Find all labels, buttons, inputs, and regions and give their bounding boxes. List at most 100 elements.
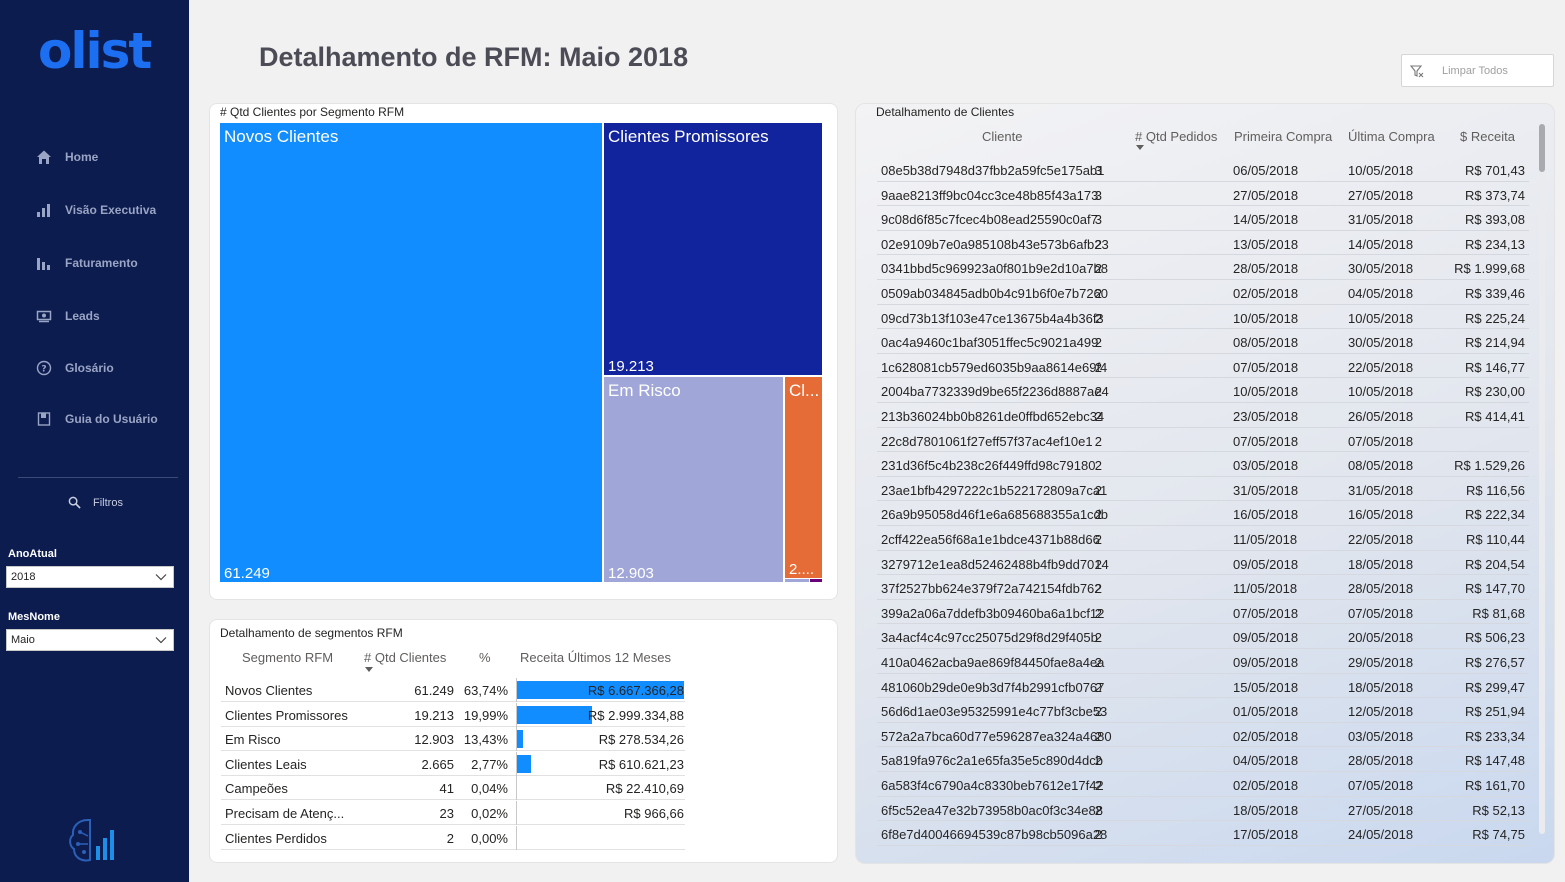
clear-all-button[interactable]: Limpar Todos (1401, 54, 1554, 87)
client-row[interactable]: 5a819fa976c2a1e65fa35e5c890d4dcb 2 04/05/2… (877, 747, 1529, 772)
client-row[interactable]: 6f5c52ea47e32b73958b0ac0f3c34e88 2 18/05/2… (877, 797, 1529, 822)
client-row[interactable]: 0ac4a9460c1baf3051ffec5c9021a499 2 08/05/2… (877, 329, 1529, 354)
client-row[interactable]: 213b36024bb0b8261de0ffbd652ebc34 2 23/05/2… (877, 403, 1529, 428)
ano-slicer[interactable]: 2018 (6, 566, 174, 588)
money-icon (36, 310, 52, 323)
client-revenue: R$ 146,77 (1465, 359, 1525, 375)
client-row[interactable]: 22c8d7801061f27eff57f37ac4ef10e1 2 07/05/2… (877, 428, 1529, 453)
treemap-cell-clientes-promissores[interactable]: Clientes Promissores 19.213 (604, 123, 822, 375)
nav-guia-do-usuario[interactable]: Guia do Usuário (36, 408, 158, 430)
client-first-purchase: 07/05/2018 (1233, 433, 1299, 449)
client-first-purchase: 02/05/2018 (1233, 286, 1299, 301)
client-row[interactable]: 23ae1bfb4297222c1b522172809a7ca1 2 31/05/2… (877, 477, 1529, 502)
segment-row[interactable]: Precisam de Atenç... 23 0,02% R$ 966,66 (221, 801, 685, 825)
client-row[interactable]: 08e5b38d7948d37fbb2a59fc5e175ab1 3 06/05/2… (877, 157, 1529, 182)
client-id: 1c628081cb579ed6035b9aa8614e69f4 (881, 359, 1108, 375)
clients-header-cliente[interactable]: Cliente (982, 129, 1023, 144)
nav-faturamento[interactable]: Faturamento (36, 252, 138, 274)
treemap-cell-small-2[interactable] (810, 579, 822, 582)
client-revenue: R$ 74,75 (1472, 827, 1525, 843)
client-last-purchase: 26/05/2018 (1348, 409, 1414, 424)
client-row[interactable]: 37f2527bb624e379f72a742154fdb762 2 11/05/2… (877, 575, 1529, 600)
client-row[interactable]: 481060b29de0e9b3d7f4b2991cfb0767 2 15/05/2… (877, 674, 1529, 699)
client-qty: 2 (1094, 753, 1102, 769)
client-qty: 2 (1094, 679, 1102, 695)
treemap-cell-label: Novos Clientes (224, 127, 339, 146)
client-qty: 2 (1094, 458, 1102, 474)
client-id: 09cd73b13f103e47ce13675b4a4b36f3 (881, 310, 1104, 326)
segment-row[interactable]: Campeões 41 0,04% R$ 22.410,69 (221, 776, 685, 801)
treemap-cell-small-1[interactable] (785, 579, 809, 582)
client-row[interactable]: 0509ab034845adb0b4c91b6f0e7b7260 2 02/05/2… (877, 280, 1529, 305)
segments-header-qtd[interactable]: # Qtd Clientes (364, 650, 447, 665)
segment-revenue: R$ 6.667.366,28 (587, 683, 684, 698)
nav-home-label: Home (65, 150, 99, 164)
client-revenue: R$ 414,41 (1465, 409, 1525, 424)
client-row[interactable]: 410a0462acba9ae869f84450fae8a4ea 2 09/05/2… (877, 649, 1529, 674)
filters-label: Filtros (93, 496, 123, 509)
ano-slicer-label: AnoAtual (8, 548, 57, 560)
client-row[interactable]: 3279712e1ea8d52462488b4fb9dd7014 2 09/05/2… (877, 551, 1529, 576)
client-row[interactable]: 2004ba7732339d9be65f2236d8887ae4 2 10/05/2… (877, 378, 1529, 403)
client-last-purchase: 10/05/2018 (1348, 163, 1414, 178)
client-row[interactable]: 2cff422ea56f68a1e1bdce4371b88d66 2 11/05/2… (877, 526, 1529, 551)
client-last-purchase: 18/05/2018 (1348, 679, 1414, 695)
segment-qty: 61.249 (414, 683, 454, 698)
client-row[interactable]: 02e9109b7e0a985108b43e573b6afb23 2 13/05/2… (877, 231, 1529, 256)
client-qty: 2 (1094, 335, 1102, 351)
segment-row[interactable]: Clientes Perdidos 2 0,00% (221, 825, 685, 850)
segment-bar-axis (516, 678, 517, 702)
client-first-purchase: 07/05/2018 (1233, 359, 1299, 375)
client-row[interactable]: 56d6d1ae03e95325991e4c77bf3cbe53 2 01/05/2… (877, 698, 1529, 723)
client-revenue: R$ 251,94 (1465, 704, 1525, 720)
client-row[interactable]: 231d36f5c4b238c26f449ffd98c79180 2 03/05/2… (877, 452, 1529, 477)
client-row[interactable]: 399a2a06a7ddefb3b09460ba6a1bcf12 2 07/05/2… (877, 600, 1529, 625)
clients-header-receita[interactable]: $ Receita (1460, 129, 1515, 144)
treemap-cell-em-risco[interactable]: Em Risco 12.903 (604, 377, 783, 582)
segments-title: Detalhamento de segmentos RFM (220, 626, 403, 640)
nav-leads[interactable]: Leads (36, 305, 100, 327)
filters-button[interactable]: Filtros (68, 496, 123, 509)
client-revenue: R$ 225,24 (1465, 310, 1525, 326)
client-row[interactable]: 3a4acf4c4c97cc25075d29f8d29f405b 2 09/05/2… (877, 624, 1529, 649)
client-row[interactable]: 26a9b95058d46f1e6a685688355a1cdb 2 16/05/2… (877, 501, 1529, 526)
segments-header-receita[interactable]: Receita Últimos 12 Meses (520, 650, 671, 665)
client-qty: 2 (1094, 286, 1102, 301)
chevron-down-icon (155, 574, 167, 581)
client-row[interactable]: 6f8e7d40046694539c87b98cb5096a28 2 17/05/2… (877, 821, 1529, 846)
segment-row[interactable]: Novos Clientes 61.249 63,74% R$ 6.667.366,2… (221, 678, 685, 702)
segment-qty: 23 (439, 806, 454, 821)
segment-row[interactable]: Clientes Leais 2.665 2,77% R$ 610.621,23 (221, 751, 685, 776)
segments-header-segmento[interactable]: Segmento RFM (242, 650, 334, 665)
clients-header-qtd[interactable]: # Qtd Pedidos (1135, 129, 1218, 144)
client-row[interactable]: 9aae8213ff9bc04cc3ce48b85f43a173 3 27/05/2… (877, 182, 1529, 207)
segment-row[interactable]: Em Risco 12.903 13,43% R$ 278.534,26 (221, 727, 685, 752)
segment-name: Campeões (225, 781, 288, 797)
clients-scrollbar-thumb[interactable] (1539, 124, 1545, 172)
mes-slicer[interactable]: Maio (6, 629, 174, 651)
client-revenue: R$ 299,47 (1465, 679, 1525, 695)
client-last-purchase: 20/05/2018 (1348, 630, 1414, 646)
client-row[interactable]: 09cd73b13f103e47ce13675b4a4b36f3 2 10/05/2… (877, 305, 1529, 330)
client-row[interactable]: 0341bbd5c969923a0f801b9e2d10a7b8 2 28/05/2… (877, 255, 1529, 280)
clients-header-primeira[interactable]: Primeira Compra (1234, 129, 1333, 144)
nav-glosario[interactable]: ? Glosário (36, 357, 114, 379)
segment-qty: 19.213 (414, 707, 454, 723)
segment-row[interactable]: Clientes Promissores 19.213 19,99% R$ 2.999… (221, 702, 685, 727)
clients-scrollbar[interactable] (1539, 124, 1545, 834)
client-row[interactable]: 6a583f4c6790a4c8330beb7612e17f42 2 02/05/2… (877, 772, 1529, 797)
mes-slicer-value: Maio (11, 634, 35, 646)
client-row[interactable]: 9c08d6f85c7fcec4b08ead25590c0af7 3 14/05/2… (877, 206, 1529, 231)
home-icon (37, 150, 51, 164)
client-id: 56d6d1ae03e95325991e4c77bf3cbe53 (881, 704, 1108, 720)
nav-visao-executiva[interactable]: Visão Executiva (36, 199, 156, 221)
treemap-cell-label: Clientes Promissores (608, 127, 769, 146)
treemap-cell-novos-clientes[interactable]: Novos Clientes 61.249 (220, 123, 602, 582)
treemap-cell-clientes-leais[interactable]: Cl... 2.... (785, 377, 822, 578)
client-row[interactable]: 1c628081cb579ed6035b9aa8614e69f4 2 07/05/2… (877, 354, 1529, 379)
client-revenue: R$ 110,44 (1465, 532, 1525, 547)
segments-header-pct[interactable]: % (479, 650, 491, 665)
nav-home[interactable]: Home (36, 146, 98, 168)
clients-header-ultima[interactable]: Última Compra (1348, 129, 1435, 144)
client-row[interactable]: 572a2a7bca60d77e596287ea324a4680 2 02/05/2… (877, 723, 1529, 748)
